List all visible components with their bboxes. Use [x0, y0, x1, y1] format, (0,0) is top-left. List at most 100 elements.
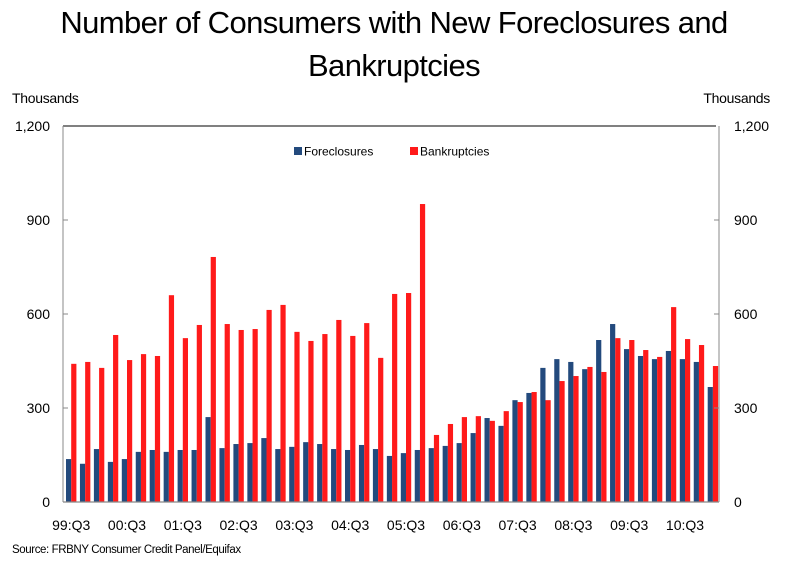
right-y-tick-label: 300 — [734, 400, 758, 416]
bar-foreclosures-07-Q4 — [526, 392, 532, 502]
bars-layer — [66, 204, 719, 502]
bar-bankruptcies-02-Q2 — [224, 324, 230, 502]
bar-bankruptcies-10-Q2 — [671, 307, 677, 502]
left-y-tick-label: 300 — [27, 400, 51, 416]
left-y-tick-label: 600 — [27, 306, 51, 322]
chart-title-line-2: Bankruptcies — [307, 48, 481, 83]
x-tick-label: 10:Q3 — [666, 517, 704, 533]
bar-foreclosures-07-Q2 — [498, 425, 504, 502]
bar-bankruptcies-07-Q2 — [503, 411, 509, 502]
bar-foreclosures-06-Q4 — [470, 433, 476, 502]
legend-label-foreclosures: Foreclosures — [304, 145, 373, 159]
legend-label-bankruptcies: Bankruptcies — [420, 145, 489, 159]
x-tick-label: 07:Q3 — [499, 517, 537, 533]
x-tick-label: 09:Q3 — [610, 517, 648, 533]
bar-bankruptcies-09-Q2 — [615, 338, 621, 502]
x-tick-label: 03:Q3 — [275, 517, 313, 533]
bar-bankruptcies-04-Q3 — [350, 335, 356, 502]
bar-foreclosures-10-Q1 — [651, 359, 658, 502]
bar-foreclosures-03-Q4 — [303, 442, 309, 502]
bar-foreclosures-99-Q4 — [79, 463, 86, 502]
bar-foreclosures-08-Q2 — [554, 359, 560, 502]
bar-foreclosures-00-Q1 — [93, 449, 100, 502]
left-axis-unit-label: Thousands — [12, 90, 79, 106]
bar-foreclosures-04-Q1 — [317, 444, 323, 502]
bar-bankruptcies-08-Q1 — [545, 400, 551, 502]
bar-bankruptcies-05-Q3 — [406, 293, 412, 502]
right-y-tick-label: 1,200 — [734, 118, 769, 134]
bar-bankruptcies-99-Q4 — [85, 361, 91, 502]
bar-bankruptcies-06-Q1 — [433, 434, 440, 502]
bar-bankruptcies-04-Q2 — [336, 319, 342, 502]
x-tick-label: 04:Q3 — [331, 517, 369, 533]
axes-layer: 0 0 300 300 600 600 900 900 1,200 1,200 99:Q3 00:Q3… — [15, 118, 769, 533]
bar-bankruptcies-00-Q3 — [127, 360, 133, 502]
bar-bankruptcies-01-Q2 — [168, 295, 175, 502]
bar-foreclosures-09-Q4 — [637, 355, 644, 502]
bar-foreclosures-01-Q1 — [149, 449, 155, 502]
bar-bankruptcies-00-Q1 — [99, 367, 105, 502]
bar-foreclosures-05-Q4 — [414, 449, 420, 502]
legend-swatch-foreclosures — [294, 147, 302, 155]
bar-bankruptcies-00-Q2 — [113, 334, 119, 502]
x-tick-label: 06:Q3 — [443, 517, 481, 533]
right-y-tick-label: 600 — [734, 306, 758, 322]
bar-foreclosures-10-Q3 — [679, 359, 685, 502]
legend: Foreclosures Bankruptcies — [294, 145, 489, 159]
bar-bankruptcies-09-Q4 — [643, 350, 649, 502]
bar-bankruptcies-05-Q4 — [419, 204, 426, 502]
right-y-tick-label: 900 — [734, 212, 758, 228]
bar-bankruptcies-10-Q1 — [657, 356, 663, 502]
left-y-tick-label: 900 — [27, 212, 51, 228]
bar-foreclosures-11-Q1 — [707, 387, 713, 502]
legend-swatch-bankruptcies — [410, 147, 418, 155]
bar-foreclosures-10-Q4 — [693, 361, 699, 502]
bar-bankruptcies-06-Q4 — [475, 416, 481, 502]
bar-foreclosures-05-Q2 — [386, 455, 393, 502]
bar-foreclosures-01-Q4 — [191, 449, 197, 502]
bar-bankruptcies-05-Q2 — [392, 293, 398, 502]
bar-bankruptcies-01-Q3 — [182, 338, 188, 502]
bar-bankruptcies-01-Q4 — [196, 324, 202, 502]
x-tick-label: 01:Q3 — [164, 517, 202, 533]
bar-bankruptcies-03-Q2 — [280, 304, 286, 502]
bar-foreclosures-03-Q2 — [275, 449, 281, 502]
bar-bankruptcies-02-Q3 — [238, 329, 244, 502]
bar-foreclosures-07-Q1 — [484, 418, 490, 502]
bar-foreclosures-04-Q3 — [345, 449, 351, 502]
bar-bankruptcies-00-Q4 — [140, 354, 147, 502]
bar-bankruptcies-06-Q2 — [447, 423, 454, 502]
bar-bankruptcies-07-Q4 — [531, 392, 537, 502]
bar-foreclosures-09-Q1 — [596, 340, 602, 502]
x-tick-label: 05:Q3 — [387, 517, 425, 533]
x-tick-label: 00:Q3 — [108, 517, 146, 533]
right-y-tick-label: 0 — [734, 494, 742, 510]
bar-bankruptcies-04-Q1 — [322, 334, 328, 502]
left-y-tick-label: 1,200 — [15, 118, 50, 134]
bar-bankruptcies-02-Q4 — [252, 329, 258, 502]
bar-bankruptcies-08-Q4 — [587, 366, 593, 502]
bar-foreclosures-05-Q1 — [372, 449, 379, 502]
x-tick-label: 08:Q3 — [554, 517, 592, 533]
bar-bankruptcies-11-Q1 — [712, 366, 719, 502]
bar-bankruptcies-08-Q3 — [573, 376, 579, 502]
bar-foreclosures-09-Q2 — [610, 324, 616, 502]
bar-bankruptcies-07-Q1 — [489, 420, 495, 502]
bar-bankruptcies-03-Q1 — [266, 309, 272, 502]
bar-bankruptcies-02-Q1 — [210, 256, 216, 502]
bar-foreclosures-00-Q3 — [121, 459, 127, 502]
bar-foreclosures-08-Q4 — [582, 369, 588, 502]
bar-foreclosures-04-Q2 — [331, 449, 337, 502]
bar-foreclosures-07-Q3 — [512, 400, 518, 502]
left-y-tick-label: 0 — [42, 494, 50, 510]
bar-foreclosures-00-Q4 — [135, 451, 141, 502]
bar-foreclosures-10-Q2 — [665, 350, 672, 502]
chart-title-line-1: Number of Consumers with New Foreclosure… — [60, 5, 728, 40]
bar-bankruptcies-04-Q4 — [364, 323, 370, 502]
bar-bankruptcies-10-Q3 — [685, 339, 691, 502]
bar-foreclosures-02-Q2 — [219, 448, 225, 502]
bar-bankruptcies-03-Q4 — [308, 340, 314, 502]
bar-bankruptcies-05-Q1 — [378, 357, 384, 502]
bar-bankruptcies-06-Q3 — [461, 417, 467, 502]
